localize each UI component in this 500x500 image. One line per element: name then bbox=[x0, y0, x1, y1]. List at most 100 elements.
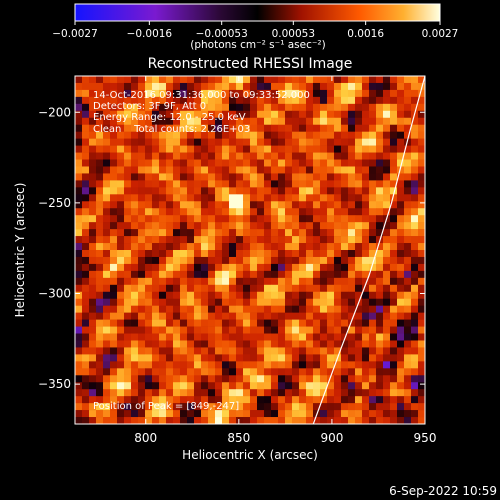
heatmap-cell bbox=[369, 82, 377, 91]
heatmap-cell bbox=[159, 82, 167, 91]
heatmap-cell bbox=[103, 382, 111, 390]
heatmap-cell bbox=[334, 382, 342, 390]
heatmap-cell bbox=[313, 326, 321, 334]
heatmap-cell bbox=[236, 110, 244, 119]
heatmap-cell bbox=[243, 82, 251, 91]
heatmap-cell bbox=[341, 201, 349, 209]
heatmap-cell bbox=[285, 89, 293, 98]
heatmap-cell bbox=[264, 417, 272, 424]
heatmap-cell bbox=[215, 117, 223, 126]
heatmap-cell bbox=[334, 208, 342, 216]
heatmap-cell bbox=[376, 145, 384, 153]
heatmap-cell bbox=[145, 215, 153, 223]
heatmap-cell bbox=[292, 110, 300, 119]
heatmap-cell bbox=[124, 382, 132, 390]
heatmap-cell bbox=[194, 229, 202, 237]
heatmap-cell bbox=[362, 368, 370, 376]
heatmap-cell bbox=[250, 166, 258, 174]
heatmap-cell bbox=[159, 256, 167, 265]
heatmap-cell bbox=[173, 166, 181, 174]
heatmap-cell bbox=[320, 236, 328, 244]
heatmap-cell bbox=[320, 229, 328, 237]
heatmap-cell bbox=[82, 138, 90, 146]
heatmap-cell bbox=[187, 82, 195, 91]
heatmap-cell bbox=[383, 243, 391, 251]
heatmap-cell bbox=[152, 208, 160, 216]
heatmap-cell bbox=[222, 201, 230, 209]
heatmap-cell bbox=[355, 277, 363, 286]
heatmap-cell bbox=[166, 291, 174, 300]
heatmap-cell bbox=[264, 305, 272, 313]
heatmap-cell bbox=[257, 131, 265, 139]
heatmap-cell bbox=[159, 243, 167, 251]
heatmap-cell bbox=[236, 396, 244, 404]
heatmap-cell bbox=[229, 361, 237, 369]
heatmap-cell bbox=[334, 298, 342, 306]
heatmap-cell bbox=[341, 250, 349, 258]
heatmap-cell bbox=[348, 256, 356, 265]
heatmap-cell bbox=[306, 347, 314, 355]
heatmap-cell bbox=[271, 319, 279, 327]
heatmap-cell bbox=[264, 396, 272, 404]
heatmap-cell bbox=[131, 166, 139, 174]
heatmap-cell bbox=[334, 368, 342, 376]
heatmap-cell bbox=[404, 145, 412, 153]
heatmap-cell bbox=[313, 117, 321, 126]
heatmap-cell bbox=[292, 117, 300, 126]
heatmap-cell bbox=[152, 103, 160, 112]
heatmap-cell bbox=[152, 117, 160, 126]
solar-limb-curve bbox=[312, 76, 425, 424]
heatmap-cell bbox=[285, 124, 293, 132]
heatmap-cell bbox=[145, 152, 153, 160]
heatmap-cell bbox=[306, 89, 314, 98]
heatmap-cell bbox=[397, 76, 405, 84]
heatmap-cell bbox=[341, 256, 349, 265]
heatmap-cell bbox=[131, 96, 139, 105]
heatmap-cell bbox=[222, 208, 230, 216]
heatmap-cell bbox=[208, 375, 216, 383]
heatmap-cell bbox=[250, 312, 258, 320]
heatmap-cell bbox=[362, 76, 370, 84]
heatmap-cell bbox=[327, 131, 335, 139]
heatmap-cell bbox=[187, 194, 195, 202]
heatmap-cell bbox=[411, 389, 419, 397]
heatmap-cell bbox=[131, 417, 139, 424]
heatmap-cell bbox=[278, 312, 286, 320]
heatmap-cell bbox=[348, 382, 356, 390]
heatmap-cell bbox=[383, 361, 391, 369]
heatmap-cell bbox=[187, 159, 195, 167]
heatmap-cell bbox=[145, 410, 153, 418]
heatmap-cell bbox=[117, 208, 125, 216]
heatmap-cell bbox=[103, 298, 111, 306]
heatmap-cell bbox=[355, 291, 363, 300]
heatmap-cell bbox=[327, 403, 335, 411]
heatmap-cell bbox=[152, 354, 160, 362]
heatmap-cell bbox=[145, 124, 153, 132]
heatmap-cell bbox=[250, 145, 258, 153]
heatmap-cell bbox=[152, 256, 160, 265]
heatmap-cell bbox=[243, 110, 251, 119]
heatmap-cell bbox=[124, 291, 132, 300]
heatmap-cell bbox=[236, 250, 244, 258]
heatmap-cell bbox=[369, 145, 377, 153]
heatmap-cell bbox=[145, 333, 153, 341]
heatmap-cell bbox=[348, 76, 356, 84]
heatmap-cell bbox=[285, 187, 293, 195]
heatmap-cell bbox=[82, 361, 90, 369]
heatmap-cell bbox=[292, 243, 300, 251]
heatmap-cell bbox=[341, 222, 349, 230]
heatmap-cell bbox=[369, 76, 377, 84]
heatmap-cell bbox=[355, 305, 363, 313]
heatmap-cell bbox=[341, 382, 349, 390]
heatmap-cell bbox=[222, 243, 230, 251]
heatmap-cell bbox=[159, 159, 167, 167]
heatmap-cell bbox=[369, 187, 377, 195]
heatmap-cell bbox=[124, 354, 132, 362]
heatmap-cell bbox=[222, 76, 230, 84]
heatmap-cell bbox=[348, 243, 356, 251]
heatmap-cell bbox=[222, 417, 230, 424]
heatmap-cell bbox=[383, 389, 391, 397]
heatmap-cell bbox=[208, 229, 216, 237]
heatmap-cell bbox=[187, 312, 195, 320]
heatmap-cell bbox=[271, 131, 279, 139]
